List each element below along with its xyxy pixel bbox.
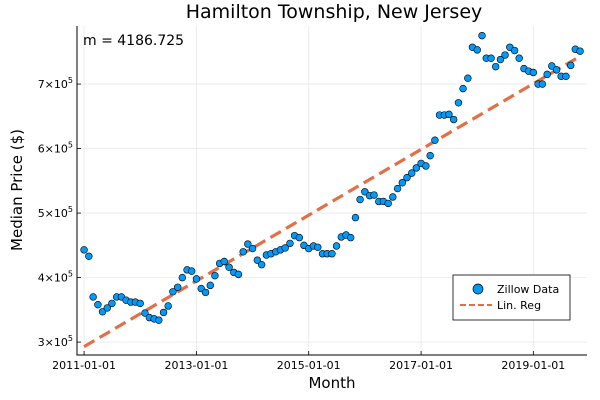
data-point	[491, 62, 500, 71]
data-point	[103, 304, 111, 312]
data-point	[548, 62, 556, 70]
legend: Zillow Data Lin. Reg	[452, 274, 571, 321]
data-point	[94, 300, 102, 309]
y-tick-label: 3×105	[38, 334, 73, 349]
data-point	[159, 308, 168, 317]
y-tick-label: 4×105	[38, 270, 73, 285]
data-point	[174, 283, 182, 291]
data-point	[225, 263, 233, 271]
data-point	[356, 195, 364, 204]
data-point	[98, 308, 107, 316]
data-point	[445, 110, 453, 119]
data-point	[487, 54, 495, 62]
slope-annotation: m = 4186.725	[83, 33, 184, 49]
scatter-points	[80, 31, 584, 324]
y-axis-ticks: 3×105 4×105 5×105 6×105 7×105	[38, 76, 81, 349]
data-point	[426, 151, 434, 160]
legend-label-zillow: Zillow Data	[497, 283, 559, 296]
data-point	[178, 273, 187, 282]
data-point	[567, 61, 575, 70]
data-point	[543, 70, 551, 79]
data-point	[89, 293, 97, 301]
x-tick-label: 2013-01-01	[164, 359, 228, 372]
y-tick-label: 6×105	[38, 141, 73, 156]
data-point	[295, 233, 304, 242]
chart-title: Hamilton Township, New Jersey	[186, 1, 483, 23]
data-point	[234, 270, 243, 279]
data-point	[408, 169, 416, 177]
data-point	[361, 188, 369, 196]
y-tick-label: 7×105	[38, 76, 73, 91]
data-point	[403, 173, 411, 182]
data-point	[529, 68, 538, 77]
data-point	[384, 199, 392, 208]
regression-line-layer	[83, 54, 581, 348]
data-point	[332, 242, 341, 250]
data-point	[473, 46, 481, 54]
legend-label-linreg: Lin. Reg	[497, 299, 541, 312]
data-point	[328, 250, 336, 258]
data-point	[459, 84, 467, 93]
data-point	[248, 244, 257, 253]
data-point	[201, 288, 210, 297]
data-point	[398, 179, 407, 187]
data-point	[449, 115, 458, 124]
y-axis-label: Median Price ($)	[8, 129, 26, 251]
data-point	[389, 193, 397, 201]
x-tick-label: 2011-01-01	[52, 359, 116, 372]
data-point	[538, 80, 547, 88]
data-point	[141, 309, 149, 317]
data-point	[220, 257, 228, 266]
data-point	[281, 244, 289, 252]
data-point	[239, 248, 247, 256]
data-point	[108, 299, 116, 308]
data-point	[562, 72, 570, 81]
x-tick-label: 2015-01-01	[277, 359, 341, 372]
data-point	[211, 271, 219, 280]
data-point	[169, 288, 177, 296]
data-point	[496, 55, 505, 64]
data-point	[346, 233, 355, 242]
data-point	[136, 299, 144, 308]
data-point	[412, 164, 421, 172]
legend-box	[452, 274, 571, 321]
data-point	[253, 256, 262, 264]
data-point	[422, 162, 430, 170]
data-point	[576, 47, 584, 55]
data-point	[244, 240, 252, 248]
data-point	[454, 99, 463, 107]
data-point	[515, 54, 523, 62]
legend-marker-zillow	[472, 283, 484, 295]
grid-lines	[77, 26, 587, 355]
data-point	[370, 191, 378, 199]
data-point	[431, 136, 439, 144]
data-point	[188, 267, 196, 275]
axis-frame	[76, 26, 587, 356]
data-point	[155, 316, 163, 324]
data-point	[393, 184, 402, 193]
x-tick-label: 2017-01-01	[389, 359, 453, 372]
data-point	[164, 302, 172, 310]
x-axis-label: Month	[308, 374, 355, 392]
x-axis-ticks: 2011-01-01 2013-01-01 2015-01-01 2017-01-01…	[52, 351, 565, 372]
y-tick-label: 5×105	[38, 205, 73, 220]
data-point	[501, 51, 509, 59]
data-point	[85, 252, 93, 260]
data-point	[286, 239, 294, 248]
data-point	[478, 31, 486, 40]
data-point	[552, 66, 561, 74]
data-point	[351, 213, 360, 222]
data-point	[80, 246, 88, 254]
data-point	[464, 74, 472, 82]
data-point	[206, 281, 215, 290]
data-point	[192, 275, 201, 283]
regression-line	[83, 54, 581, 348]
data-point	[314, 243, 322, 251]
data-point	[510, 46, 519, 55]
data-point	[257, 260, 266, 269]
x-tick-label: 2019-01-01	[501, 359, 565, 372]
